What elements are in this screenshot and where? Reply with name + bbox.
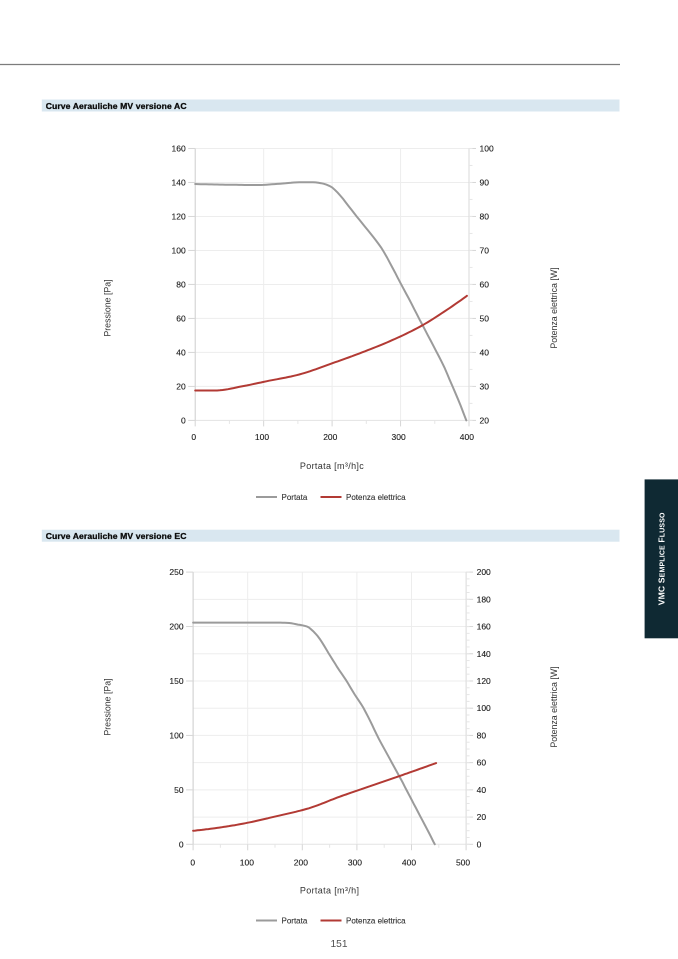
svg-text:0: 0 [179,839,184,849]
svg-text:Portata: Portata [282,916,308,925]
svg-text:400: 400 [402,857,416,867]
svg-text:Curve Aerauliche MV versione A: Curve Aerauliche MV versione AC [46,101,187,111]
svg-text:160: 160 [477,622,491,632]
svg-text:120: 120 [477,676,491,686]
svg-text:60: 60 [176,313,186,323]
svg-text:30: 30 [480,381,490,391]
svg-text:Curve Aerauliche MV versione E: Curve Aerauliche MV versione EC [46,531,187,541]
svg-text:Portata [m³/h]c: Portata [m³/h]c [300,461,364,471]
svg-text:100: 100 [255,432,269,442]
svg-text:Potenza elettrica: Potenza elettrica [346,493,406,502]
svg-text:160: 160 [172,143,186,153]
svg-text:200: 200 [323,432,337,442]
svg-text:151: 151 [331,939,348,950]
svg-text:60: 60 [480,279,490,289]
svg-text:80: 80 [477,730,487,740]
svg-text:100: 100 [480,143,494,153]
svg-text:70: 70 [480,245,490,255]
svg-text:80: 80 [480,211,490,221]
svg-text:VMC SEMPLICE FLUSSO: VMC SEMPLICE FLUSSO [657,512,667,605]
svg-text:0: 0 [181,415,186,425]
svg-text:0: 0 [477,839,482,849]
svg-text:150: 150 [169,676,183,686]
svg-text:120: 120 [172,211,186,221]
svg-text:180: 180 [477,594,491,604]
svg-text:20: 20 [480,415,490,425]
svg-text:0: 0 [191,432,196,442]
svg-text:40: 40 [477,785,487,795]
svg-text:200: 200 [169,622,183,632]
svg-text:140: 140 [172,177,186,187]
svg-text:100: 100 [240,857,254,867]
svg-text:Potenza elettrica [W]: Potenza elettrica [W] [549,267,559,348]
svg-text:100: 100 [172,245,186,255]
svg-text:40: 40 [176,347,186,357]
svg-text:Portata: Portata [282,493,308,502]
svg-text:Potenza elettrica [W]: Potenza elettrica [W] [549,666,559,747]
svg-text:100: 100 [477,703,491,713]
svg-text:100: 100 [169,730,183,740]
svg-text:400: 400 [460,432,474,442]
svg-text:300: 300 [392,432,406,442]
svg-text:500: 500 [456,857,470,867]
svg-text:50: 50 [174,785,184,795]
svg-text:Pressione [Pa]: Pressione [Pa] [103,279,113,336]
svg-text:200: 200 [477,567,491,577]
svg-text:40: 40 [480,347,490,357]
svg-text:0: 0 [190,857,195,867]
svg-text:60: 60 [477,758,487,768]
svg-text:50: 50 [480,313,490,323]
svg-text:300: 300 [348,857,362,867]
svg-text:20: 20 [176,381,186,391]
svg-text:90: 90 [480,177,490,187]
svg-text:140: 140 [477,649,491,659]
svg-text:Pressione [Pa]: Pressione [Pa] [103,678,113,735]
svg-text:250: 250 [169,567,183,577]
svg-text:Potenza elettrica: Potenza elettrica [346,916,406,925]
svg-text:20: 20 [477,812,487,822]
svg-text:200: 200 [294,857,308,867]
svg-text:80: 80 [176,279,186,289]
svg-text:Portata [m³/h]: Portata [m³/h] [300,886,359,896]
